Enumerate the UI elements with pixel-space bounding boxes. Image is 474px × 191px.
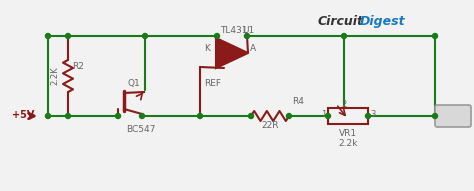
Circle shape <box>215 33 219 39</box>
Circle shape <box>341 33 346 39</box>
Circle shape <box>46 33 51 39</box>
Circle shape <box>432 33 438 39</box>
Circle shape <box>365 113 371 118</box>
Circle shape <box>143 33 147 39</box>
Text: +5V: +5V <box>12 110 35 120</box>
Circle shape <box>286 113 292 118</box>
Text: REF: REF <box>204 79 221 87</box>
Text: 2.2k: 2.2k <box>338 139 358 148</box>
Text: Q1: Q1 <box>127 79 140 87</box>
Text: Circuit: Circuit <box>318 15 364 28</box>
Text: TL431: TL431 <box>220 26 247 35</box>
Circle shape <box>116 113 120 118</box>
Circle shape <box>139 113 145 118</box>
Circle shape <box>248 113 254 118</box>
Text: 1: 1 <box>321 109 327 118</box>
Text: Digest: Digest <box>360 15 406 28</box>
Text: K: K <box>204 44 210 53</box>
Text: 2.2K: 2.2K <box>51 67 60 85</box>
Text: R4: R4 <box>292 97 304 106</box>
Text: 2: 2 <box>341 100 346 108</box>
Circle shape <box>198 113 202 118</box>
Circle shape <box>46 113 51 118</box>
Text: VR1: VR1 <box>339 129 357 138</box>
Polygon shape <box>216 38 248 68</box>
Circle shape <box>65 113 71 118</box>
Text: BC547: BC547 <box>126 125 155 134</box>
Text: U1: U1 <box>242 26 254 35</box>
Text: A: A <box>250 44 256 53</box>
Text: OUT: OUT <box>442 111 464 120</box>
Circle shape <box>65 33 71 39</box>
Text: 3: 3 <box>370 109 376 118</box>
Text: R2: R2 <box>72 62 84 70</box>
Circle shape <box>245 33 249 39</box>
Circle shape <box>326 113 330 118</box>
Text: 22R: 22R <box>261 121 279 130</box>
Circle shape <box>432 113 438 118</box>
FancyBboxPatch shape <box>435 105 471 127</box>
